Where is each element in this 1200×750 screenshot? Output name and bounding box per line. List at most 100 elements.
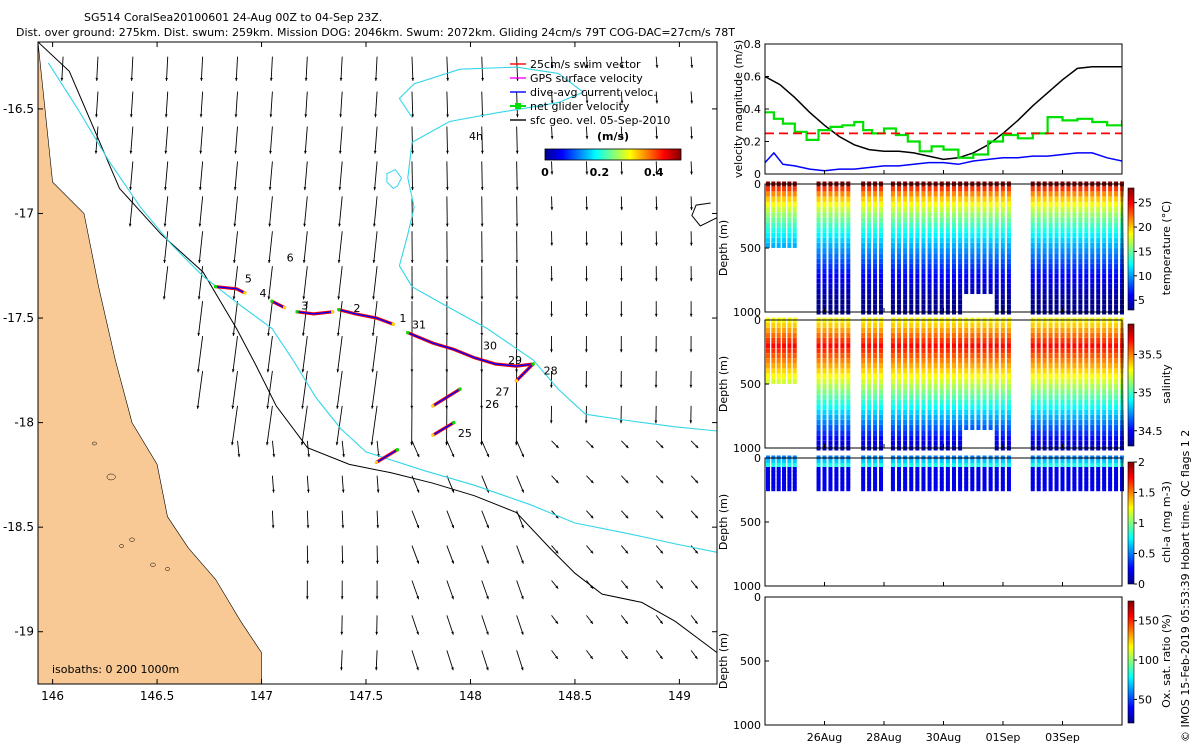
profile-sample bbox=[915, 227, 920, 233]
arrow-head bbox=[372, 260, 376, 264]
profile-sample bbox=[822, 196, 827, 202]
profile-sample bbox=[873, 348, 878, 354]
arrow-head bbox=[374, 667, 378, 671]
profile-sample bbox=[1084, 470, 1089, 476]
profile-sample bbox=[787, 373, 792, 379]
arrow-head bbox=[659, 620, 663, 624]
profile-sample bbox=[1096, 237, 1101, 243]
profile-sample bbox=[1036, 409, 1041, 415]
profile-sample bbox=[897, 207, 902, 213]
profile-sample bbox=[964, 470, 969, 476]
profile-sample bbox=[879, 232, 884, 238]
geo-velocity-arrow bbox=[375, 650, 378, 671]
profile-sample bbox=[933, 263, 938, 269]
profile-sample bbox=[903, 348, 908, 354]
arrow-head bbox=[269, 77, 273, 81]
profile-sample bbox=[951, 201, 956, 207]
profile-sample bbox=[873, 186, 878, 192]
profile-sample bbox=[897, 478, 902, 484]
profile-sample bbox=[958, 258, 963, 264]
profile-sample bbox=[988, 337, 993, 343]
profile-sample bbox=[1060, 459, 1065, 465]
arrow-head bbox=[660, 444, 664, 449]
profile-sample bbox=[771, 358, 776, 364]
profile-sample bbox=[1114, 299, 1119, 305]
profile-sample bbox=[828, 248, 833, 254]
profile-sample bbox=[1102, 283, 1107, 289]
profile-sample bbox=[1042, 459, 1047, 465]
arrow-head bbox=[550, 65, 554, 69]
profile-sample bbox=[964, 425, 969, 431]
profile-sample bbox=[1000, 430, 1005, 436]
profile-sample bbox=[1090, 363, 1095, 369]
profile-sample bbox=[1036, 373, 1041, 379]
profile-sample bbox=[988, 263, 993, 269]
profile-sample bbox=[915, 368, 920, 374]
profile-sample bbox=[1036, 222, 1041, 228]
profile-sample bbox=[1060, 337, 1065, 343]
geo-velocity-arrow bbox=[411, 56, 414, 81]
profile-sample bbox=[1072, 378, 1077, 384]
profile-sample bbox=[1108, 373, 1113, 379]
arrow-head bbox=[339, 77, 343, 81]
profile-sample bbox=[1054, 299, 1059, 305]
profile-sample bbox=[846, 474, 851, 480]
profile-sample bbox=[1000, 186, 1005, 192]
profile-sample bbox=[1006, 404, 1011, 410]
profile-sample bbox=[765, 470, 770, 476]
profile-sample bbox=[1036, 463, 1041, 469]
arrow-head bbox=[373, 187, 377, 191]
profile-sample bbox=[1114, 222, 1119, 228]
profile-sample bbox=[964, 222, 969, 228]
profile-sample bbox=[988, 348, 993, 354]
profile-sample bbox=[1078, 368, 1083, 374]
arrow-head bbox=[451, 631, 454, 635]
profile-sample bbox=[994, 258, 999, 264]
profile-sample bbox=[867, 463, 872, 469]
arrow-head bbox=[655, 207, 658, 211]
arrow-head bbox=[654, 420, 658, 424]
profile-sample bbox=[1030, 186, 1035, 192]
profile-sample bbox=[897, 191, 902, 197]
profile-sample bbox=[792, 486, 797, 492]
profile-sample bbox=[909, 268, 914, 274]
profile-sample bbox=[1066, 294, 1071, 300]
profile-sample bbox=[1048, 348, 1053, 354]
y-tick-label: 500 bbox=[740, 655, 761, 668]
profile-sample bbox=[1048, 435, 1053, 441]
profile-sample bbox=[771, 486, 776, 492]
profile-sample bbox=[903, 263, 908, 269]
profile-sample bbox=[970, 348, 975, 354]
profile-sample bbox=[970, 332, 975, 338]
profile-sample bbox=[909, 440, 914, 446]
profile-sample bbox=[1060, 201, 1065, 207]
profile-sample bbox=[970, 482, 975, 488]
profile-sample bbox=[1072, 253, 1077, 259]
profile-sample bbox=[903, 404, 908, 410]
profile-sample bbox=[1066, 358, 1071, 364]
profile-sample bbox=[834, 237, 839, 243]
profile-sample bbox=[1042, 196, 1047, 202]
profile-sample bbox=[890, 459, 895, 465]
profile-sample bbox=[1030, 384, 1035, 390]
profile-sample bbox=[1108, 368, 1113, 374]
profile-sample bbox=[903, 332, 908, 338]
profile-sample bbox=[1114, 409, 1119, 415]
profile-sample bbox=[776, 222, 781, 228]
profile-sample bbox=[879, 478, 884, 484]
profile-sample bbox=[792, 463, 797, 469]
profile-sample bbox=[834, 263, 839, 269]
profile-sample bbox=[976, 186, 981, 192]
profile-sample bbox=[958, 459, 963, 465]
profile-sample bbox=[945, 399, 950, 405]
mainland bbox=[38, 42, 262, 684]
profile-sample bbox=[1108, 404, 1113, 410]
arrow-head bbox=[480, 369, 484, 373]
figure-subtitle: Dist. over ground: 275km. Dist. swum: 25… bbox=[16, 26, 735, 39]
profile-sample bbox=[976, 470, 981, 476]
profile-sample bbox=[1042, 399, 1047, 405]
profile-sample bbox=[982, 186, 987, 192]
profile-sample bbox=[867, 368, 872, 374]
profile-sample bbox=[834, 212, 839, 218]
profile-sample bbox=[1060, 237, 1065, 243]
